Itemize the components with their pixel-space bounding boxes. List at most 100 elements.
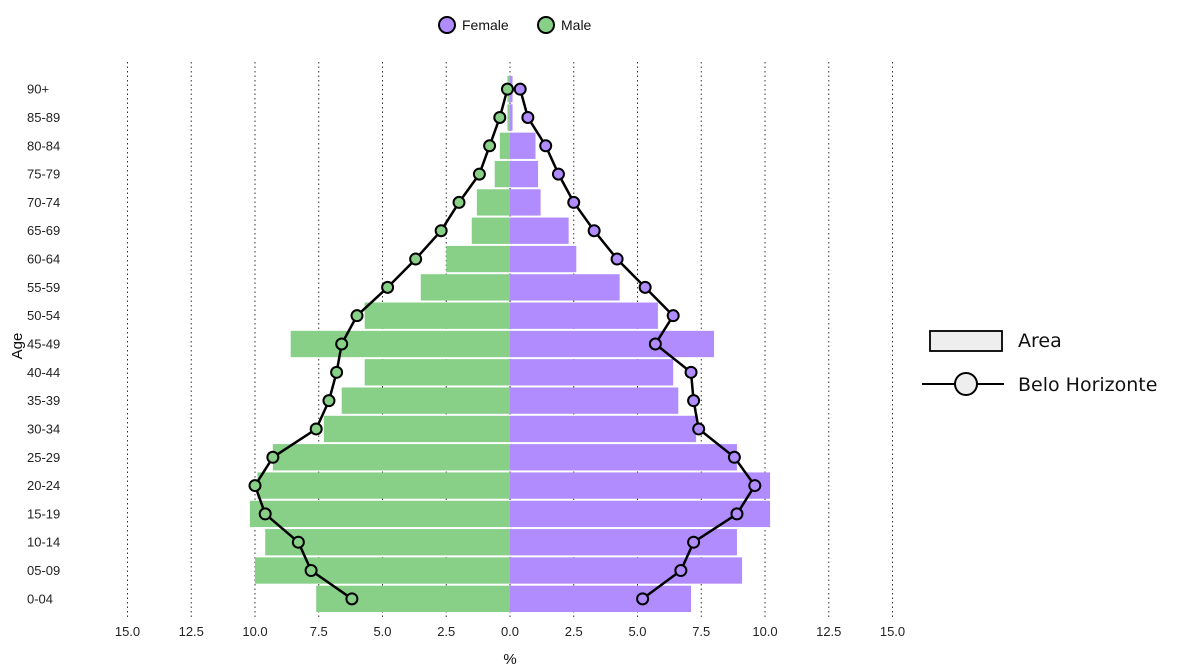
line-marker-right bbox=[521, 110, 535, 124]
y-tick-label: 70-74 bbox=[27, 195, 60, 210]
y-axis-ticks: 0-04 05-09 10-14 15-19 20-24 25-29 30-34 35-39 4… bbox=[27, 82, 60, 607]
y-tick-label: 25-29 bbox=[27, 450, 60, 465]
line-marker-left bbox=[434, 224, 448, 238]
x-tick-label: 12.5 bbox=[816, 624, 841, 639]
legend-area-label: Area bbox=[1018, 330, 1062, 352]
bar-male bbox=[499, 132, 510, 159]
bar-male bbox=[316, 585, 510, 612]
line-marker-right bbox=[513, 82, 527, 96]
bar-female bbox=[510, 189, 541, 216]
bar-female bbox=[510, 415, 697, 443]
y-tick-label: 40-44 bbox=[27, 365, 60, 380]
bar-female bbox=[510, 529, 737, 556]
line-marker-left bbox=[309, 422, 323, 436]
y-tick-label: 85-89 bbox=[27, 110, 60, 125]
bar-female bbox=[510, 557, 743, 584]
line-marker-right bbox=[674, 564, 688, 578]
legend-right: Area Belo Horizonte bbox=[922, 330, 1157, 396]
y-tick-label: 50-54 bbox=[27, 308, 60, 323]
bar-female bbox=[510, 132, 536, 159]
bar-male bbox=[323, 415, 510, 443]
bar-female bbox=[510, 330, 714, 358]
line-marker-left bbox=[381, 280, 395, 294]
x-tick-label: 2.5 bbox=[437, 624, 455, 639]
bar-male bbox=[290, 330, 510, 358]
line-marker-left bbox=[304, 564, 318, 578]
line-marker-left bbox=[322, 394, 336, 408]
legend-female-swatch bbox=[438, 16, 456, 34]
x-tick-label: 7.5 bbox=[692, 624, 710, 639]
y-tick-label: 55-59 bbox=[27, 280, 60, 295]
line-marker-right bbox=[610, 252, 624, 266]
x-tick-label: 7.5 bbox=[310, 624, 328, 639]
line-marker-right bbox=[687, 535, 701, 549]
line-marker-left bbox=[335, 337, 349, 351]
bar-female bbox=[510, 245, 577, 273]
y-tick-label: 60-64 bbox=[27, 252, 60, 267]
line-marker-right bbox=[666, 309, 680, 323]
line-marker-left bbox=[409, 252, 423, 266]
bar-female bbox=[510, 104, 513, 131]
x-axis-title: % bbox=[503, 651, 516, 668]
x-tick-label: 5.0 bbox=[628, 624, 646, 639]
bar-female bbox=[510, 302, 658, 329]
y-tick-label: 80-84 bbox=[27, 138, 60, 153]
bar-female bbox=[510, 160, 539, 188]
bar-male bbox=[257, 472, 510, 499]
bar-female bbox=[510, 387, 679, 414]
bar-male bbox=[364, 359, 510, 386]
x-axis-ticks: 15.0 12.5 10.0 7.5 5.0 2.5 0.0 2.5 5.0 7.5 10.0 12.… bbox=[115, 624, 905, 639]
line-marker-right bbox=[638, 280, 652, 294]
legend-male-swatch bbox=[537, 16, 555, 34]
legend-city-label: Belo Horizonte bbox=[1018, 374, 1157, 396]
x-tick-label: 12.5 bbox=[179, 624, 204, 639]
line-marker-right bbox=[730, 507, 744, 521]
line-marker-left bbox=[291, 535, 305, 549]
line-marker-right bbox=[687, 394, 701, 408]
bars bbox=[249, 76, 771, 612]
bar-female bbox=[510, 217, 569, 244]
x-tick-label: 15.0 bbox=[880, 624, 905, 639]
bar-male bbox=[494, 160, 510, 188]
line-marker-left bbox=[330, 365, 344, 379]
line-marker-left bbox=[493, 110, 507, 124]
legend-area-swatch bbox=[929, 330, 1003, 352]
line-marker-right bbox=[684, 365, 698, 379]
line-marker-right bbox=[551, 167, 565, 181]
legend-male-label: Male bbox=[561, 17, 592, 33]
bar-male bbox=[471, 217, 510, 244]
y-axis-title: Age bbox=[9, 333, 26, 360]
legend-top: Female Male bbox=[438, 16, 592, 34]
line-marker-right bbox=[727, 450, 741, 464]
y-tick-label: 45-49 bbox=[27, 337, 60, 352]
line-marker-right bbox=[636, 592, 650, 606]
bar-male bbox=[272, 444, 510, 471]
x-tick-label: 5.0 bbox=[373, 624, 391, 639]
line-marker-right bbox=[539, 139, 553, 153]
line-marker-left bbox=[483, 139, 497, 153]
y-tick-label: 05-09 bbox=[27, 563, 60, 578]
bar-male bbox=[255, 557, 510, 584]
y-tick-label: 10-14 bbox=[27, 535, 60, 550]
bar-male bbox=[249, 500, 510, 528]
line-marker-left bbox=[452, 195, 466, 209]
bar-male bbox=[446, 245, 510, 273]
bar-female bbox=[510, 444, 737, 471]
bar-female bbox=[510, 359, 674, 386]
bar-male bbox=[265, 529, 510, 556]
legend-circle-swatch bbox=[954, 372, 978, 396]
legend-female-label: Female bbox=[462, 17, 509, 33]
line-marker-left bbox=[266, 450, 280, 464]
bar-male bbox=[341, 387, 510, 414]
y-tick-label: 90+ bbox=[27, 82, 49, 97]
line-marker-right bbox=[567, 195, 581, 209]
x-tick-label: 10.0 bbox=[752, 624, 777, 639]
line-marker-left bbox=[500, 82, 514, 96]
markers bbox=[248, 82, 762, 606]
line-marker-right bbox=[587, 224, 601, 238]
line-marker-left bbox=[258, 507, 272, 521]
bar-female bbox=[510, 585, 692, 612]
line-marker-right bbox=[748, 479, 762, 493]
y-tick-label: 20-24 bbox=[27, 478, 60, 493]
